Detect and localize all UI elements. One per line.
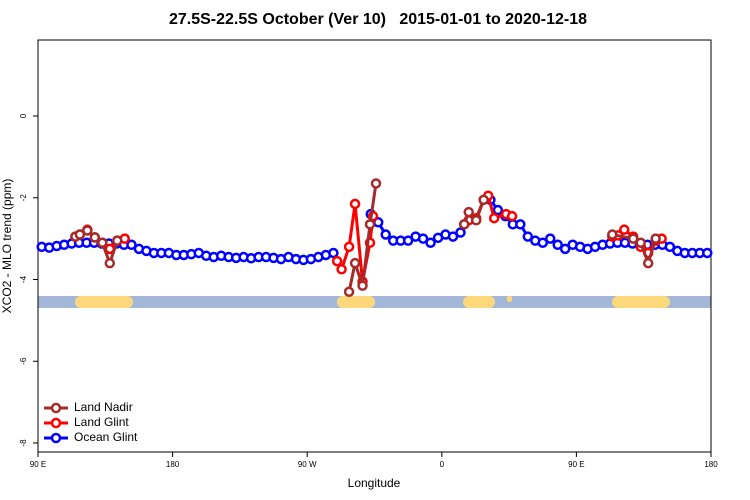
x-axis-label: Longitude bbox=[348, 476, 401, 490]
land-patch bbox=[612, 296, 670, 308]
data-point bbox=[492, 204, 504, 216]
data-point bbox=[402, 235, 414, 246]
data-point bbox=[619, 224, 630, 235]
data-point bbox=[488, 212, 500, 224]
data-point bbox=[463, 206, 474, 218]
data-point bbox=[336, 264, 347, 275]
data-point bbox=[380, 229, 391, 240]
data-point bbox=[112, 235, 123, 246]
data-point bbox=[537, 237, 548, 248]
y-tick-label: -6 bbox=[19, 357, 28, 365]
x-tick-label: 180 bbox=[704, 460, 718, 469]
data-point bbox=[343, 286, 355, 298]
data-point bbox=[552, 239, 563, 251]
data-point bbox=[343, 241, 355, 253]
data-point bbox=[425, 237, 436, 248]
data-point bbox=[635, 237, 646, 248]
series-line bbox=[74, 183, 658, 293]
x-tick-label: 90 W bbox=[298, 460, 317, 469]
data-point bbox=[331, 255, 343, 267]
x-tick-label: 90 E bbox=[568, 460, 584, 469]
data-point bbox=[478, 194, 489, 206]
data-point bbox=[470, 215, 482, 226]
land-patch bbox=[75, 296, 133, 308]
data-point bbox=[97, 237, 108, 248]
y-tick-label: -2 bbox=[19, 194, 28, 202]
data-point bbox=[349, 257, 361, 269]
x-tick-label: 90 E bbox=[30, 460, 46, 469]
data-point bbox=[627, 233, 639, 244]
data-point bbox=[458, 219, 470, 230]
data-point bbox=[559, 243, 571, 255]
legend-label: Land Nadir bbox=[74, 400, 133, 414]
data-point bbox=[104, 257, 116, 269]
legend-label: Land Glint bbox=[74, 415, 129, 429]
y-tick-label: -4 bbox=[19, 275, 28, 283]
legend-swatch-marker bbox=[50, 432, 62, 444]
data-point bbox=[702, 247, 713, 259]
data-point bbox=[455, 227, 466, 238]
data-point bbox=[650, 233, 661, 244]
data-point bbox=[515, 219, 526, 230]
data-point bbox=[447, 231, 459, 242]
y-axis-label: XCO2 - MLO trend (ppm) bbox=[0, 179, 14, 314]
data-point bbox=[642, 257, 654, 269]
x-tick-label: 0 bbox=[440, 460, 445, 469]
land-ocean-mask bbox=[38, 296, 711, 308]
data-point bbox=[664, 241, 676, 253]
data-point bbox=[364, 219, 376, 230]
data-point bbox=[357, 280, 368, 291]
data-point bbox=[607, 229, 618, 240]
land-patch bbox=[463, 296, 495, 308]
data-point bbox=[328, 247, 339, 259]
data-point bbox=[126, 239, 137, 251]
legend-swatch-marker bbox=[50, 417, 62, 429]
legend-swatch-marker bbox=[50, 402, 62, 414]
y-tick-label: 0 bbox=[19, 113, 28, 118]
legend-label: Ocean Glint bbox=[74, 430, 138, 444]
data-point bbox=[506, 210, 518, 222]
data-point bbox=[544, 233, 556, 244]
data-point bbox=[89, 232, 101, 243]
data-point bbox=[74, 229, 86, 240]
y-tick-label: -8 bbox=[19, 439, 28, 447]
data-point bbox=[417, 233, 429, 244]
data-point bbox=[522, 231, 534, 242]
land-patch bbox=[507, 296, 512, 302]
chart-title: 27.5S-22.5S October (Ver 10) 2015-01-01 … bbox=[169, 11, 587, 28]
data-point bbox=[349, 198, 361, 210]
data-point bbox=[370, 178, 382, 189]
x-tick-label: 180 bbox=[166, 460, 180, 469]
land-patch bbox=[337, 296, 375, 308]
data-point bbox=[82, 225, 93, 236]
